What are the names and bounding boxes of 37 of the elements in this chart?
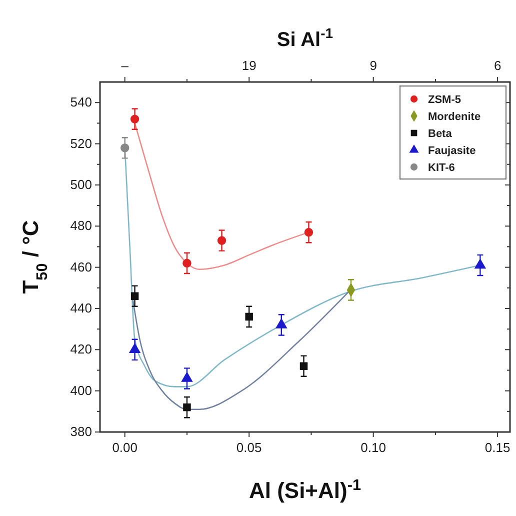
y-tick-label: 500 <box>70 176 92 192</box>
y-tick-label: 540 <box>70 94 92 110</box>
y-tick-label: 480 <box>70 218 92 234</box>
legend-label: Faujasite <box>428 145 476 157</box>
point <box>130 114 140 124</box>
text: – <box>121 58 130 73</box>
point <box>474 258 486 269</box>
y-tick-label: 440 <box>70 300 92 316</box>
text: 19 <box>242 58 256 73</box>
y-tick-label: 460 <box>70 259 92 274</box>
text: 9 <box>370 58 377 73</box>
text: 6 <box>494 58 502 73</box>
x-tick-label: 0.10 <box>360 440 386 455</box>
legend-label: Beta <box>428 128 453 140</box>
legend-label: KIT-6 <box>428 162 455 174</box>
x-tick-label: 0.05 <box>236 440 262 455</box>
y-tick-label: 400 <box>70 382 92 398</box>
point <box>130 292 139 300</box>
x-tick-label: 0.00 <box>112 440 138 455</box>
legend-label: Mordenite <box>428 111 481 123</box>
point <box>276 318 288 328</box>
x-tick-label: 0.15 <box>484 440 510 455</box>
x2-axis-title: Si Al$^{-1}$ <box>276 25 334 51</box>
point <box>128 342 141 354</box>
x-axis-title: Al (Si+Al)$^{-1}$ <box>248 476 362 503</box>
point <box>182 258 192 268</box>
point <box>183 403 191 412</box>
y-tick-label: 420 <box>70 342 92 357</box>
point <box>217 236 226 245</box>
point <box>300 362 308 370</box>
legend-label: ZSM-5 <box>428 94 461 106</box>
y-tick-label: 380 <box>70 424 92 439</box>
y-tick-label: 520 <box>70 136 92 151</box>
point <box>304 228 314 237</box>
point <box>120 144 130 152</box>
point <box>181 372 193 382</box>
point <box>245 312 253 321</box>
